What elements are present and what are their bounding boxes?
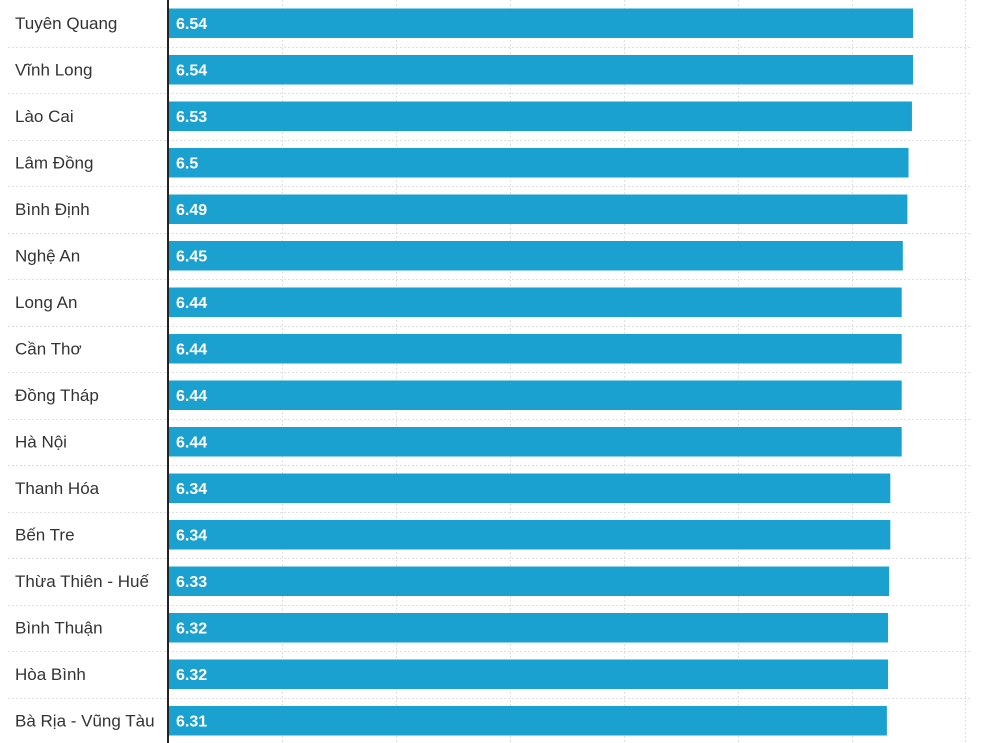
bar xyxy=(168,241,903,271)
bar xyxy=(168,8,914,38)
bar xyxy=(168,194,908,224)
bar xyxy=(168,659,889,689)
bar xyxy=(168,148,909,178)
value-label: 6.5 xyxy=(176,155,198,172)
value-label: 6.54 xyxy=(176,16,207,33)
value-label: 6.45 xyxy=(176,248,207,265)
value-label: 6.32 xyxy=(176,620,207,637)
value-label: 6.44 xyxy=(176,295,207,312)
category-label: Bà Rịa - Vũng Tàu xyxy=(15,711,155,730)
category-label: Thanh Hóa xyxy=(15,479,100,498)
bar xyxy=(168,101,912,131)
value-label: 6.33 xyxy=(176,574,207,591)
category-label: Lâm Đồng xyxy=(15,153,93,172)
category-label: Lào Cai xyxy=(15,107,74,126)
value-label: 6.44 xyxy=(176,388,207,405)
category-label: Hà Nội xyxy=(15,432,67,451)
value-label: 6.44 xyxy=(176,341,207,358)
bar xyxy=(168,427,902,457)
category-label: Long An xyxy=(15,293,77,312)
category-label: Hòa Bình xyxy=(15,665,86,684)
value-label: 6.34 xyxy=(176,527,207,544)
bar xyxy=(168,334,902,364)
value-label: 6.44 xyxy=(176,434,207,451)
bar xyxy=(168,473,891,503)
category-label: Thừa Thiên - Huế xyxy=(15,572,149,591)
value-label: 6.49 xyxy=(176,202,207,219)
category-label: Vĩnh Long xyxy=(15,60,93,79)
category-label: Bến Tre xyxy=(15,525,75,544)
bar xyxy=(168,613,889,643)
value-label: 6.53 xyxy=(176,109,207,126)
category-label: Tuyên Quang xyxy=(15,14,117,33)
value-label: 6.54 xyxy=(176,62,207,79)
bar xyxy=(168,287,902,317)
category-label: Bình Định xyxy=(15,200,90,219)
labels-layer: Tuyên Quang 6.54 Vĩnh Long 6.54 Lào Cai 6.53 L… xyxy=(15,14,207,731)
bar xyxy=(168,520,891,550)
category-label: Nghệ An xyxy=(15,246,80,265)
bar xyxy=(168,55,914,85)
bar xyxy=(168,566,890,596)
bars-layer xyxy=(168,8,914,736)
category-label: Cần Thơ xyxy=(15,339,82,358)
value-label: 6.34 xyxy=(176,481,207,498)
bar xyxy=(168,380,902,410)
category-label: Đồng Tháp xyxy=(15,386,99,405)
category-label: Bình Thuận xyxy=(15,618,103,637)
bar xyxy=(168,706,887,736)
value-label: 6.31 xyxy=(176,713,207,730)
value-label: 6.32 xyxy=(176,667,207,684)
